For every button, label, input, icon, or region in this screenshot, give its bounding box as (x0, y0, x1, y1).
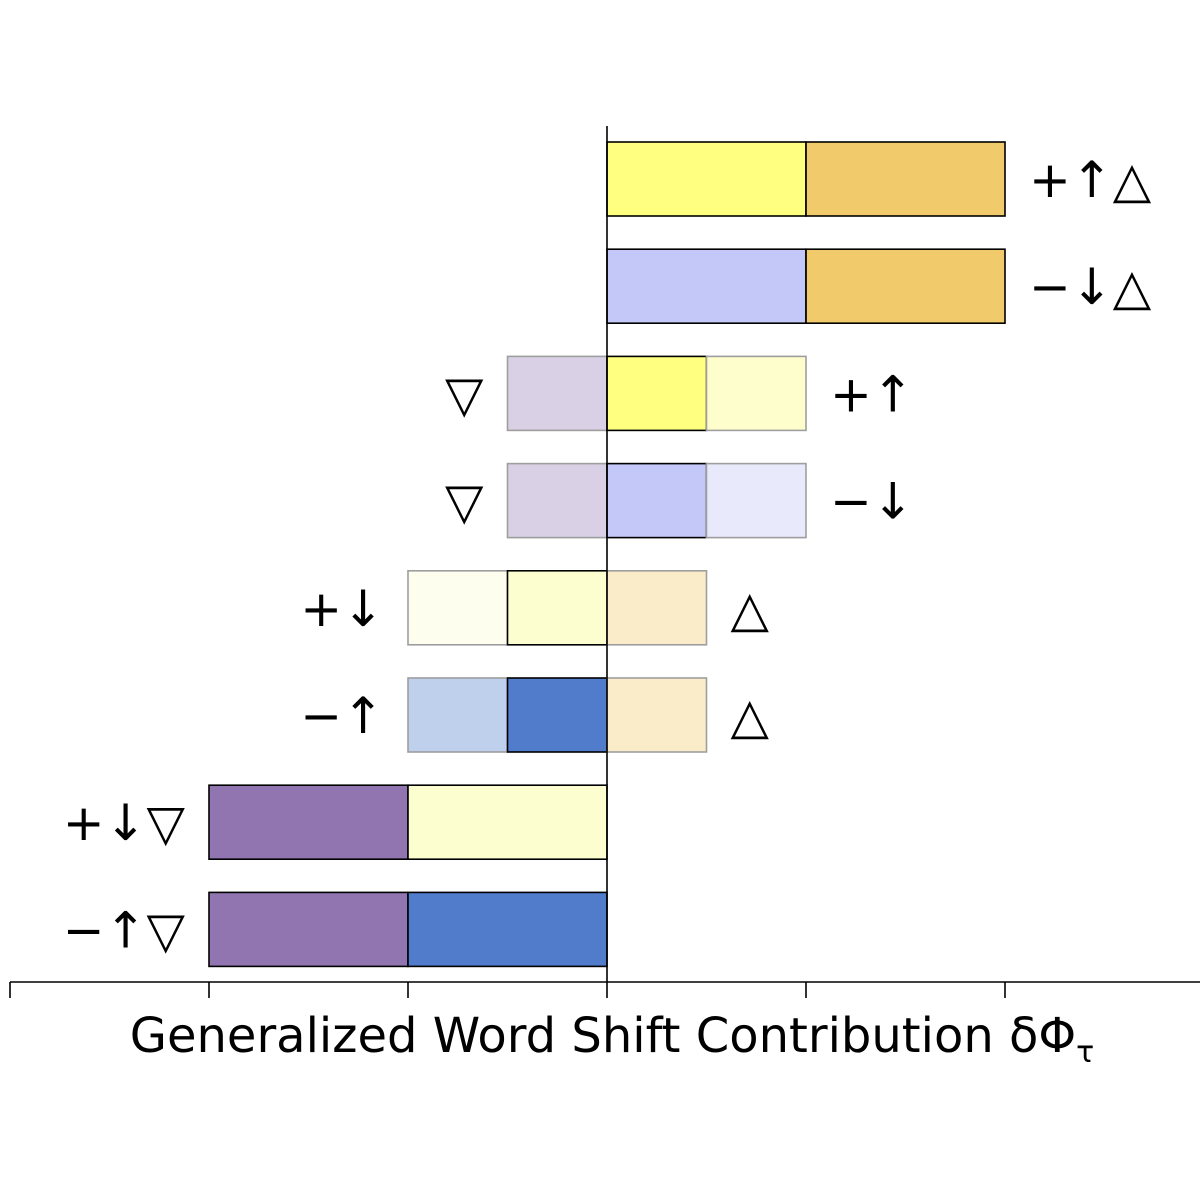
row-label-right-3: +↑ (830, 365, 914, 423)
bar-segment-row3-2 (606, 355, 708, 432)
bar-segment-row8-2 (407, 891, 608, 968)
bar-segment-row1-1 (606, 141, 807, 217)
x-axis-title-text: Generalized Word Shift Contribution δΦ (130, 1008, 1076, 1064)
bar-segment-row4-1 (506, 462, 608, 539)
bar-segment-row2-2 (805, 248, 1006, 324)
row-label-left-3: ▽ (445, 365, 484, 423)
row-label-right-6: △ (731, 687, 770, 745)
row-label-left-8: −↑▽ (63, 901, 186, 959)
bar-segment-row4-2 (606, 462, 708, 539)
row-label-left-5: +↓ (300, 580, 384, 638)
row-label-left-6: −↑ (300, 687, 384, 745)
bar-segment-row6-3 (606, 677, 708, 753)
bar-segment-row7-2 (407, 784, 608, 861)
row-label-left-7: +↓▽ (63, 794, 186, 852)
row-label-right-2: −↓△ (1029, 258, 1152, 316)
bar-segment-row7-1 (208, 784, 409, 861)
bar-segment-row3-1 (506, 355, 608, 432)
row-label-right-4: −↓ (830, 473, 914, 531)
row-labels-layer: +↑△ −↓△ +↑ ▽ −↓ ▽ △ +↓ △ −↑ +↓▽ −↑▽ (63, 151, 1152, 959)
bar-segment-row6-2 (506, 677, 608, 753)
x-axis-title: Generalized Word Shift Contribution δΦτ (130, 1008, 1094, 1070)
row-label-right-5: △ (731, 580, 770, 638)
row-label-left-4: ▽ (445, 473, 484, 531)
bars-layer (208, 141, 1006, 968)
bar-segment-row3-3 (705, 355, 807, 432)
axes-layer (9, 126, 1200, 998)
bar-segment-row4-3 (705, 462, 807, 539)
bar-segment-row8-1 (208, 891, 409, 968)
x-axis-title-subscript: τ (1076, 1035, 1094, 1070)
row-label-right-1: +↑△ (1029, 151, 1152, 209)
bar-segment-row5-1 (407, 569, 509, 646)
bar-segment-row6-1 (407, 677, 509, 753)
bar-segment-row5-3 (606, 569, 708, 646)
bar-segment-row5-2 (506, 569, 608, 646)
bar-segment-row1-2 (805, 141, 1006, 217)
bar-segment-row2-1 (606, 248, 807, 324)
